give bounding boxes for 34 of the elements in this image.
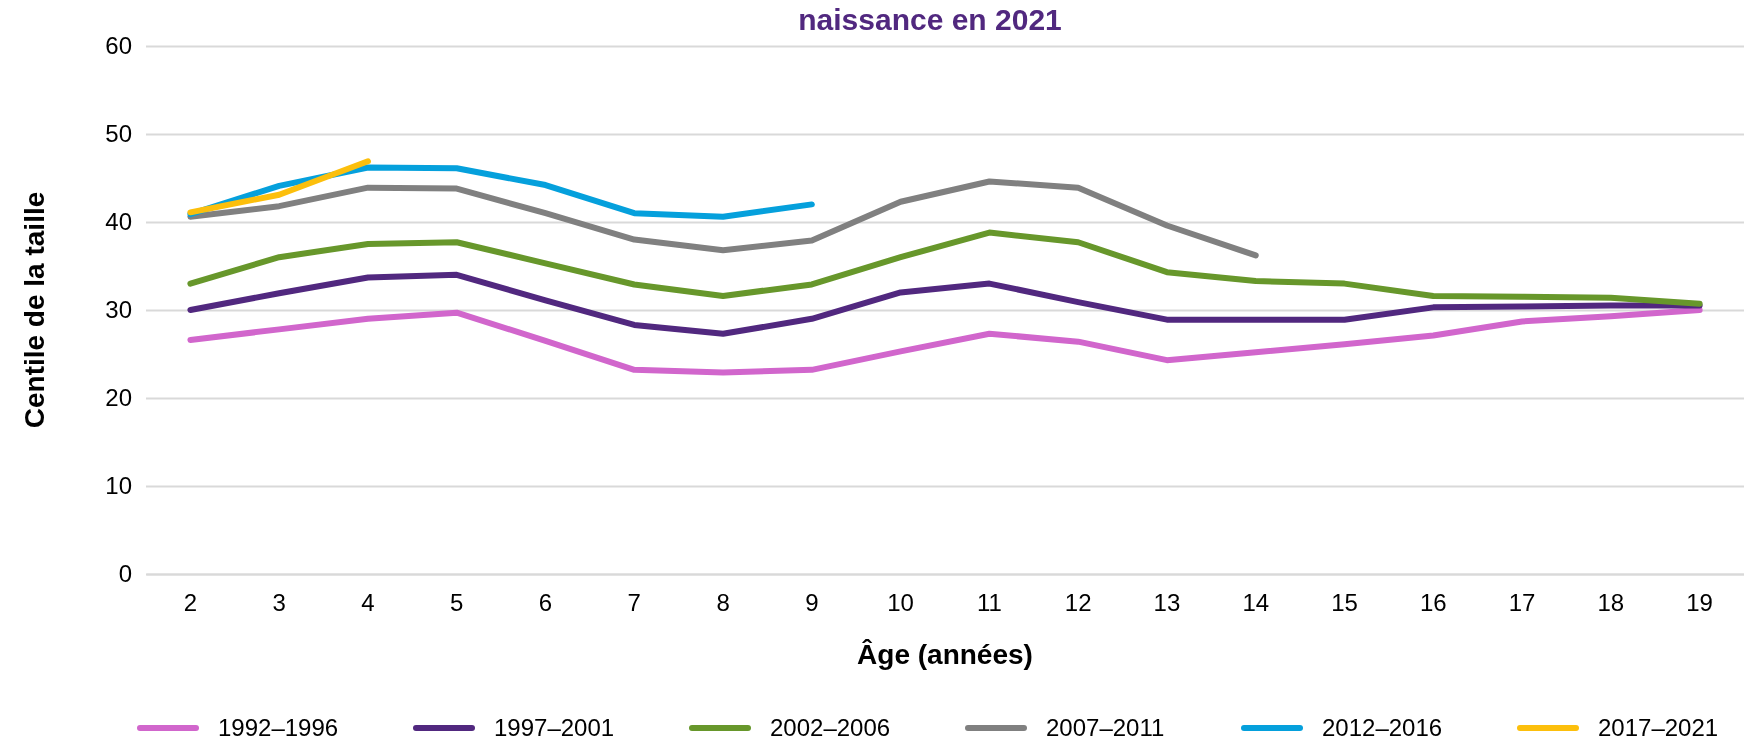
legend-label: 2012–2016 [1322, 714, 1443, 741]
x-tick-label: 14 [1242, 589, 1270, 617]
y-axis-title: Centile de la taille [19, 191, 50, 429]
x-tick-label: 7 [627, 589, 641, 617]
chart-title: naissance en 2021 [798, 3, 1062, 36]
y-tick-label: 0 [118, 560, 132, 588]
y-tick-label: 60 [105, 32, 132, 60]
x-tick-label: 4 [361, 589, 375, 617]
x-tick-label: 19 [1686, 589, 1713, 617]
x-axis-title: Âge (années) [857, 639, 1033, 670]
legend-label: 2002–2006 [770, 714, 891, 741]
x-tick-label: 8 [716, 589, 730, 617]
x-tick-label: 2 [183, 589, 198, 617]
x-tick-label: 10 [887, 589, 914, 617]
x-tick-label: 15 [1331, 589, 1358, 617]
x-tick-label: 9 [805, 589, 819, 617]
legend-label: 1997–2001 [494, 714, 615, 741]
x-tick-label: 11 [976, 589, 1002, 617]
y-tick-label: 50 [105, 120, 132, 148]
legend-label: 2017–2021 [1598, 714, 1719, 741]
x-tick-label: 12 [1064, 589, 1092, 617]
x-tick-label: 3 [272, 589, 286, 617]
y-tick-label: 40 [105, 208, 132, 236]
y-tick-label: 20 [105, 384, 132, 412]
x-tick-label: 18 [1597, 589, 1625, 617]
legend-label: 2007–2011 [1046, 714, 1165, 741]
x-tick-label: 17 [1508, 589, 1536, 617]
legend-label: 1992–1996 [218, 714, 339, 741]
x-tick-label: 5 [450, 589, 464, 617]
x-tick-label: 16 [1419, 589, 1447, 617]
x-tick-label: 6 [538, 589, 553, 617]
y-tick-label: 30 [105, 296, 132, 324]
y-tick-label: 10 [105, 472, 132, 500]
x-tick-label: 13 [1153, 589, 1181, 617]
